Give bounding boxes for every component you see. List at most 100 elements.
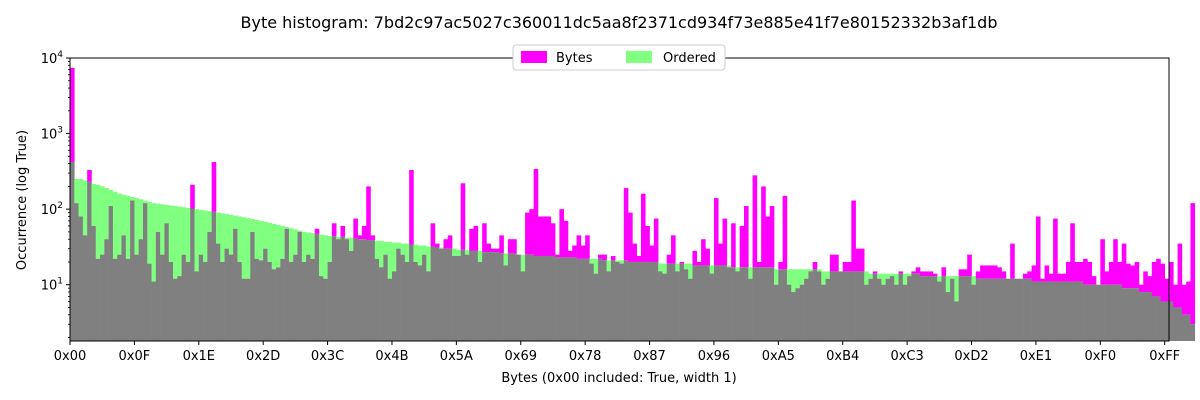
bar-overlap-21	[160, 254, 165, 341]
bar-overlap-242	[1108, 284, 1114, 341]
bar-ordered-210	[971, 276, 977, 285]
bar-ordered-83	[426, 246, 431, 272]
bar-overlap-177	[829, 271, 835, 341]
bar-overlap-78	[404, 261, 410, 341]
bar-overlap-223	[1027, 278, 1032, 341]
bar-bytes-146	[696, 261, 702, 266]
bar-overlap-185	[864, 284, 869, 341]
bar-overlap-259	[1181, 314, 1187, 341]
bar-overlap-168	[791, 292, 796, 341]
bar-overlap-193	[898, 273, 904, 341]
y-tick-label: 103	[41, 126, 63, 143]
bar-overlap-238	[1091, 284, 1097, 341]
bar-ordered-122	[593, 258, 599, 274]
bar-bytes-33	[211, 162, 217, 212]
bar-bytes-84	[430, 223, 436, 247]
bar-ordered-105	[520, 254, 526, 272]
bar-ordered-48	[276, 224, 281, 268]
x-tick-label: 0xD2	[954, 349, 988, 364]
bar-bytes-120	[585, 235, 590, 259]
bar-bytes-259	[1181, 284, 1187, 315]
bar-overlap-67	[357, 239, 363, 341]
x-tick-label: 0xB4	[826, 349, 859, 364]
bar-bytes-232	[1065, 261, 1071, 282]
bar-ordered-3	[82, 180, 88, 236]
bar-bytes-108	[533, 168, 539, 256]
bar-ordered-19	[151, 203, 157, 282]
bar-bytes-217	[1001, 271, 1007, 279]
bar-overlap-37	[228, 254, 234, 341]
bar-ordered-82	[422, 245, 427, 255]
bar-bytes-68	[361, 225, 367, 240]
bar-overlap-111	[546, 255, 552, 341]
bar-bytes-151	[718, 243, 723, 266]
bar-bytes-230	[1057, 273, 1062, 282]
bar-overlap-79	[409, 244, 414, 341]
bar-overlap-110	[542, 255, 547, 341]
bar-bytes-223	[1027, 271, 1032, 279]
x-tick-label: 0xE1	[1020, 349, 1052, 364]
bar-bytes-66	[353, 218, 358, 239]
bar-overlap-225	[1035, 281, 1041, 341]
bar-overlap-235	[1078, 281, 1084, 341]
bar-overlap-189	[881, 284, 886, 341]
bar-ordered-176	[825, 271, 831, 279]
bar-ordered-76	[396, 242, 401, 249]
bar-bytes-227	[1044, 265, 1050, 282]
bar-overlap-187	[872, 273, 878, 341]
bar-bytes-99	[495, 248, 500, 253]
bar-bytes-183	[855, 248, 861, 272]
bar-overlap-122	[593, 273, 599, 341]
bar-overlap-150	[713, 265, 719, 341]
bar-overlap-92	[464, 254, 470, 341]
bar-bytes-261	[1190, 203, 1196, 325]
bar-ordered-170	[799, 269, 805, 285]
bar-overlap-135	[649, 261, 655, 341]
bar-overlap-200	[928, 276, 934, 341]
x-tick-label: 0x69	[505, 349, 538, 364]
bar-bytes-115	[563, 220, 569, 258]
bar-bytes-157	[743, 206, 749, 268]
bar-overlap-62	[336, 239, 341, 341]
bar-bytes-139	[666, 254, 672, 264]
bar-overlap-112	[550, 255, 556, 341]
y-tick-label: 104	[41, 50, 64, 67]
bar-overlap-239	[1096, 284, 1101, 341]
bar-overlap-14	[130, 200, 135, 341]
bar-overlap-23	[168, 261, 174, 341]
bar-overlap-217	[1001, 278, 1007, 341]
bar-overlap-120	[585, 258, 590, 341]
bar-bytes-207	[958, 269, 964, 277]
bar-ordered-194	[902, 273, 908, 285]
bar-bytes-184	[859, 248, 865, 272]
bar-overlap-18	[147, 263, 152, 341]
bar-overlap-212	[980, 278, 985, 341]
bar-overlap-199	[924, 276, 929, 341]
bar-overlap-107	[529, 254, 534, 341]
bar-ordered-89	[452, 248, 457, 256]
bar-bytes-208	[962, 269, 968, 277]
bar-overlap-85	[434, 247, 440, 341]
bar-overlap-115	[563, 257, 569, 341]
bar-bytes-214	[988, 265, 994, 279]
bar-ordered-49	[280, 225, 285, 259]
bar-ordered-167	[786, 269, 792, 285]
bar-bytes-165	[778, 261, 783, 270]
bar-overlap-184	[859, 271, 865, 341]
bar-overlap-68	[361, 239, 367, 341]
bar-overlap-137	[658, 271, 663, 341]
bar-bytes-117	[572, 245, 577, 258]
bar-ordered-56	[310, 233, 315, 259]
bar-overlap-186	[868, 278, 874, 341]
bar-overlap-60	[327, 261, 333, 341]
bar-bytes-250	[1143, 271, 1148, 293]
bar-overlap-147	[701, 265, 706, 341]
bar-overlap-219	[1010, 278, 1015, 341]
bar-overlap-252	[1151, 296, 1157, 341]
bar-overlap-93	[469, 250, 474, 341]
bar-overlap-146	[696, 265, 702, 341]
bar-ordered-92	[464, 249, 470, 255]
bar-overlap-198	[920, 276, 925, 341]
bar-overlap-179	[838, 271, 844, 341]
